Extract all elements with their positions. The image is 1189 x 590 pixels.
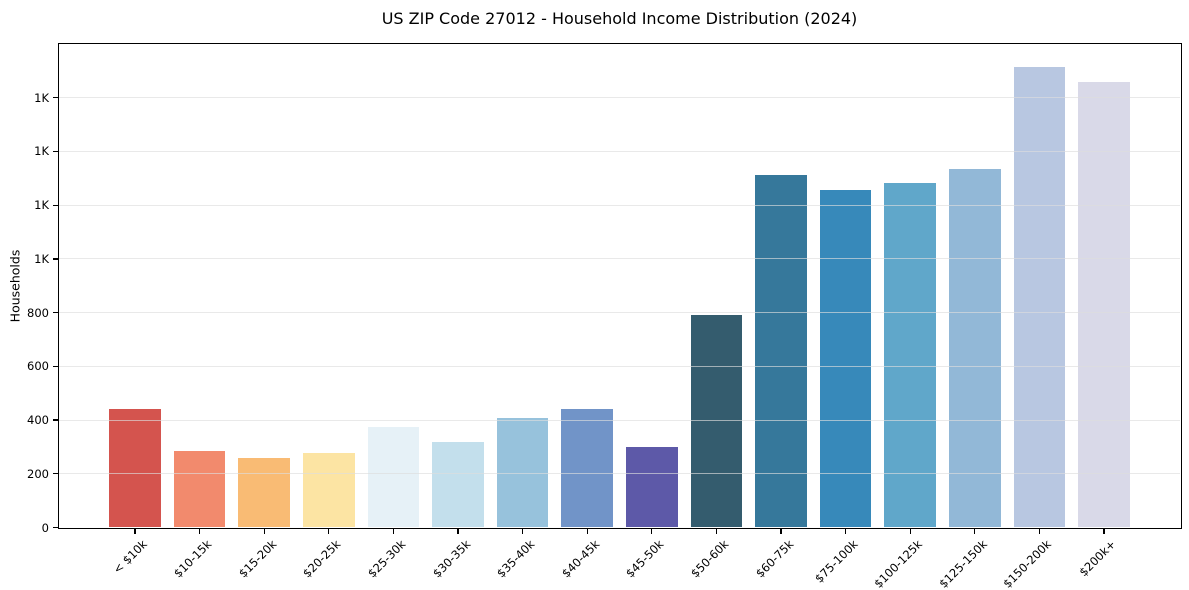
bar-30-35k [432,442,484,528]
bar-200k [1078,81,1130,528]
bar-10k [109,409,161,528]
x-tick-mark [457,529,459,534]
gridline [59,312,1180,314]
x-tick-mark [715,529,718,534]
x-tick-mark [328,529,330,534]
y-tick-label: 200 [27,466,49,481]
x-tick-mark [263,529,265,534]
x-tick-mark [844,529,847,534]
x-tick-label: $25-30k [364,536,409,580]
x-tick-mark [586,529,588,534]
gridline [59,204,1180,206]
x-tick-label: $75-100k [811,536,861,586]
bar-25-30k [367,427,420,528]
x-tick-label: $45-50k [623,536,667,580]
x-tick-mark [134,529,136,534]
gridline [59,150,1180,152]
gridline [59,258,1180,260]
bar-125-150k [948,168,1001,528]
gridline [59,365,1180,367]
bar-20-25k [302,453,355,528]
y-tick-label: 1K [34,251,49,266]
bar-35-40k [496,418,549,528]
x-tick-label: $50-60k [687,536,732,580]
x-tick-mark [974,529,976,534]
bar-50-60k [690,314,743,528]
y-tick-mark [52,365,58,367]
x-tick-label: $30-35k [429,536,473,580]
y-tick-label: 600 [27,359,49,374]
x-tick-mark [1038,529,1041,534]
x-tick-mark [780,529,782,534]
x-tick-mark [909,529,911,534]
plot-area [59,44,1180,528]
y-tick-mark [52,150,58,153]
x-tick-mark [521,529,524,534]
gridline [59,473,1180,475]
x-tick-label: $125-150k [935,536,990,590]
x-tick-label: $40-45k [558,536,603,580]
y-tick-mark [52,311,58,314]
y-tick-mark [52,204,58,206]
bar-60-75k [755,174,807,528]
y-tick-mark [52,97,58,99]
bar-40-45k [561,408,614,528]
x-tick-label: $10-15k [171,536,215,580]
x-tick-label: $150-200k [1000,536,1055,590]
y-tick-mark [52,526,58,529]
gridline [59,419,1180,421]
y-tick-mark [52,258,58,260]
y-axis-label: Households [7,249,23,323]
y-tick-label: 1K [34,90,49,105]
x-tick-label: $60-75k [752,536,796,580]
gridline [59,97,1180,99]
chart-title: US ZIP Code 27012 - Household Income Dis… [381,9,858,28]
y-tick-mark [52,473,58,475]
bar-15-20k [238,458,291,528]
x-tick-label: < $10k [110,536,150,577]
bar-75-100k [819,189,872,528]
x-tick-label: $20-25k [300,536,344,580]
x-tick-label: $35-40k [494,536,538,580]
y-tick-label: 1K [34,198,49,213]
x-tick-label: $15-20k [235,536,280,580]
y-tick-label: 800 [27,305,49,320]
x-tick-mark [1103,529,1105,534]
y-tick-mark [52,419,58,421]
x-tick-mark [392,529,395,534]
bar-45-50k [625,446,678,528]
y-tick-label: 0 [41,520,49,535]
x-tick-mark [651,529,653,534]
bar-150-200k [1013,67,1066,528]
x-tick-label: $200k+ [1076,536,1119,579]
bar-10-15k [173,450,226,528]
bar-100-125k [884,183,937,528]
y-tick-label: 1K [34,144,49,159]
x-tick-label: $100-125k [871,536,926,590]
y-tick-label: 400 [27,413,49,428]
x-tick-mark [198,529,201,534]
